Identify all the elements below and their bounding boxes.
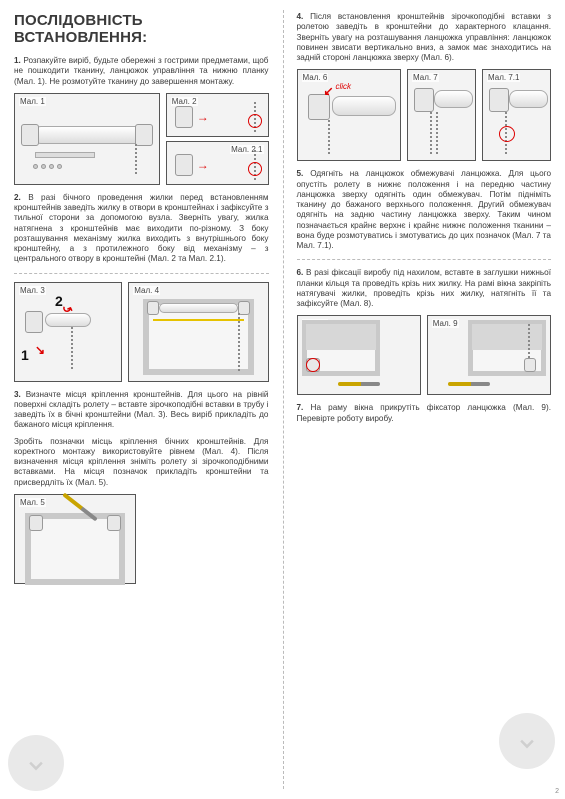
figure-5-label: Мал. 5 <box>19 498 46 507</box>
step-5-num: 5. <box>297 169 304 178</box>
left-column: ПОСЛІДОВНІСТЬ ВСТАНОВЛЕННЯ: 1. Розпакуйт… <box>0 0 283 799</box>
step-4-body: Після встановлення кронштейнів зірочкопо… <box>297 12 552 62</box>
step-1-body: Розпакуйте виріб, будьте обережні з гост… <box>14 56 269 86</box>
fig-row-4: Мал. 6 ↙ click Мал. 7 Мал. 7.1 <box>297 69 552 161</box>
step-1-text: 1. Розпакуйте виріб, будьте обережні з г… <box>14 56 269 87</box>
figure-7-1-label: Мал. 7.1 <box>487 73 520 82</box>
page-number: 2 <box>555 788 559 795</box>
arrow-num-2: 2 <box>55 293 63 309</box>
fig-row-2: Мал. 3 1 2 ↘ ↶ Мал. 4 <box>14 282 269 382</box>
figure-1: Мал. 1 <box>14 93 160 185</box>
step-7-body: На раму вікна прикрутіть фіксатор ланцюж… <box>297 403 551 422</box>
watermark-icon <box>8 735 64 791</box>
figure-9: Мал. 9 <box>427 315 551 395</box>
step-6-text: 6. В разі фіксації виробу під нахилом, в… <box>297 268 552 309</box>
left-hdivider-1 <box>14 273 269 274</box>
figure-1-label: Мал. 1 <box>19 97 46 106</box>
arrow-num-1: 1 <box>21 347 29 363</box>
step-5-body: Одягніть на ланцюжок обмежувачі ланцюжка… <box>297 169 552 250</box>
page-title: ПОСЛІДОВНІСТЬ ВСТАНОВЛЕННЯ: <box>14 12 269 46</box>
figure-2-label: Мал. 2 <box>171 97 198 106</box>
step-6-num: 6. <box>297 268 304 277</box>
figure-7-label: Мал. 7 <box>412 73 439 82</box>
step-7-text: 7. На раму вікна прикрутіть фіксатор лан… <box>297 403 552 424</box>
figure-8: Мал. 8 <box>297 315 421 395</box>
fig-row-5: Мал. 8 Мал. 9 <box>297 315 552 395</box>
step-3-body-b: Зробіть позначки місць кріплення бічних … <box>14 437 269 487</box>
figure-3-label: Мал. 3 <box>19 286 46 295</box>
step-3-text-a: 3. Визначте місця кріплення кронштейнів.… <box>14 390 269 431</box>
fig-row-1: Мал. 1 Мал. 2 → <box>14 93 269 185</box>
step-3-num: 3. <box>14 390 21 399</box>
step-3-text-b: Зробіть позначки місць кріплення бічних … <box>14 437 269 488</box>
right-hdivider-1 <box>297 259 552 260</box>
figure-2: Мал. 2 → <box>166 93 269 137</box>
step-6-body: В разі фіксації виробу під нахилом, вста… <box>297 268 552 308</box>
figure-2-1: Мал. 2.1 → <box>166 141 269 185</box>
figure-5: Мал. 5 <box>14 494 136 584</box>
figure-4: Мал. 4 <box>128 282 268 382</box>
step-2-body: В разі бічного проведення жилки перед вс… <box>14 193 269 264</box>
step-3-body-a: Визначте місця кріплення кронштейнів. Дл… <box>14 390 269 430</box>
figure-2-1-label: Мал. 2.1 <box>230 145 263 154</box>
step-4-text: 4. Після встановлення кронштейнів зірочк… <box>297 12 552 63</box>
step-2-num: 2. <box>14 193 21 202</box>
figure-9-label: Мал. 9 <box>432 319 459 328</box>
figure-6-label: Мал. 6 <box>302 73 329 82</box>
fig-row-3: Мал. 5 <box>14 494 269 584</box>
figure-4-label: Мал. 4 <box>133 286 160 295</box>
step-7-num: 7. <box>297 403 304 412</box>
step-1-num: 1. <box>14 56 21 65</box>
figure-6: Мал. 6 ↙ click <box>297 69 401 161</box>
click-label: click <box>336 82 352 91</box>
figure-3: Мал. 3 1 2 ↘ ↶ <box>14 282 122 382</box>
figure-7-1: Мал. 7.1 <box>482 69 551 161</box>
step-4-num: 4. <box>297 12 304 21</box>
figure-7: Мал. 7 <box>407 69 476 161</box>
right-column: 4. Після встановлення кронштейнів зірочк… <box>283 0 565 799</box>
page-root: ПОСЛІДОВНІСТЬ ВСТАНОВЛЕННЯ: 1. Розпакуйт… <box>0 0 565 799</box>
step-2-text: 2. В разі бічного проведення жилки перед… <box>14 193 269 265</box>
step-5-text: 5. Одягніть на ланцюжок обмежувачі ланцю… <box>297 169 552 251</box>
watermark-icon-right <box>499 713 555 769</box>
